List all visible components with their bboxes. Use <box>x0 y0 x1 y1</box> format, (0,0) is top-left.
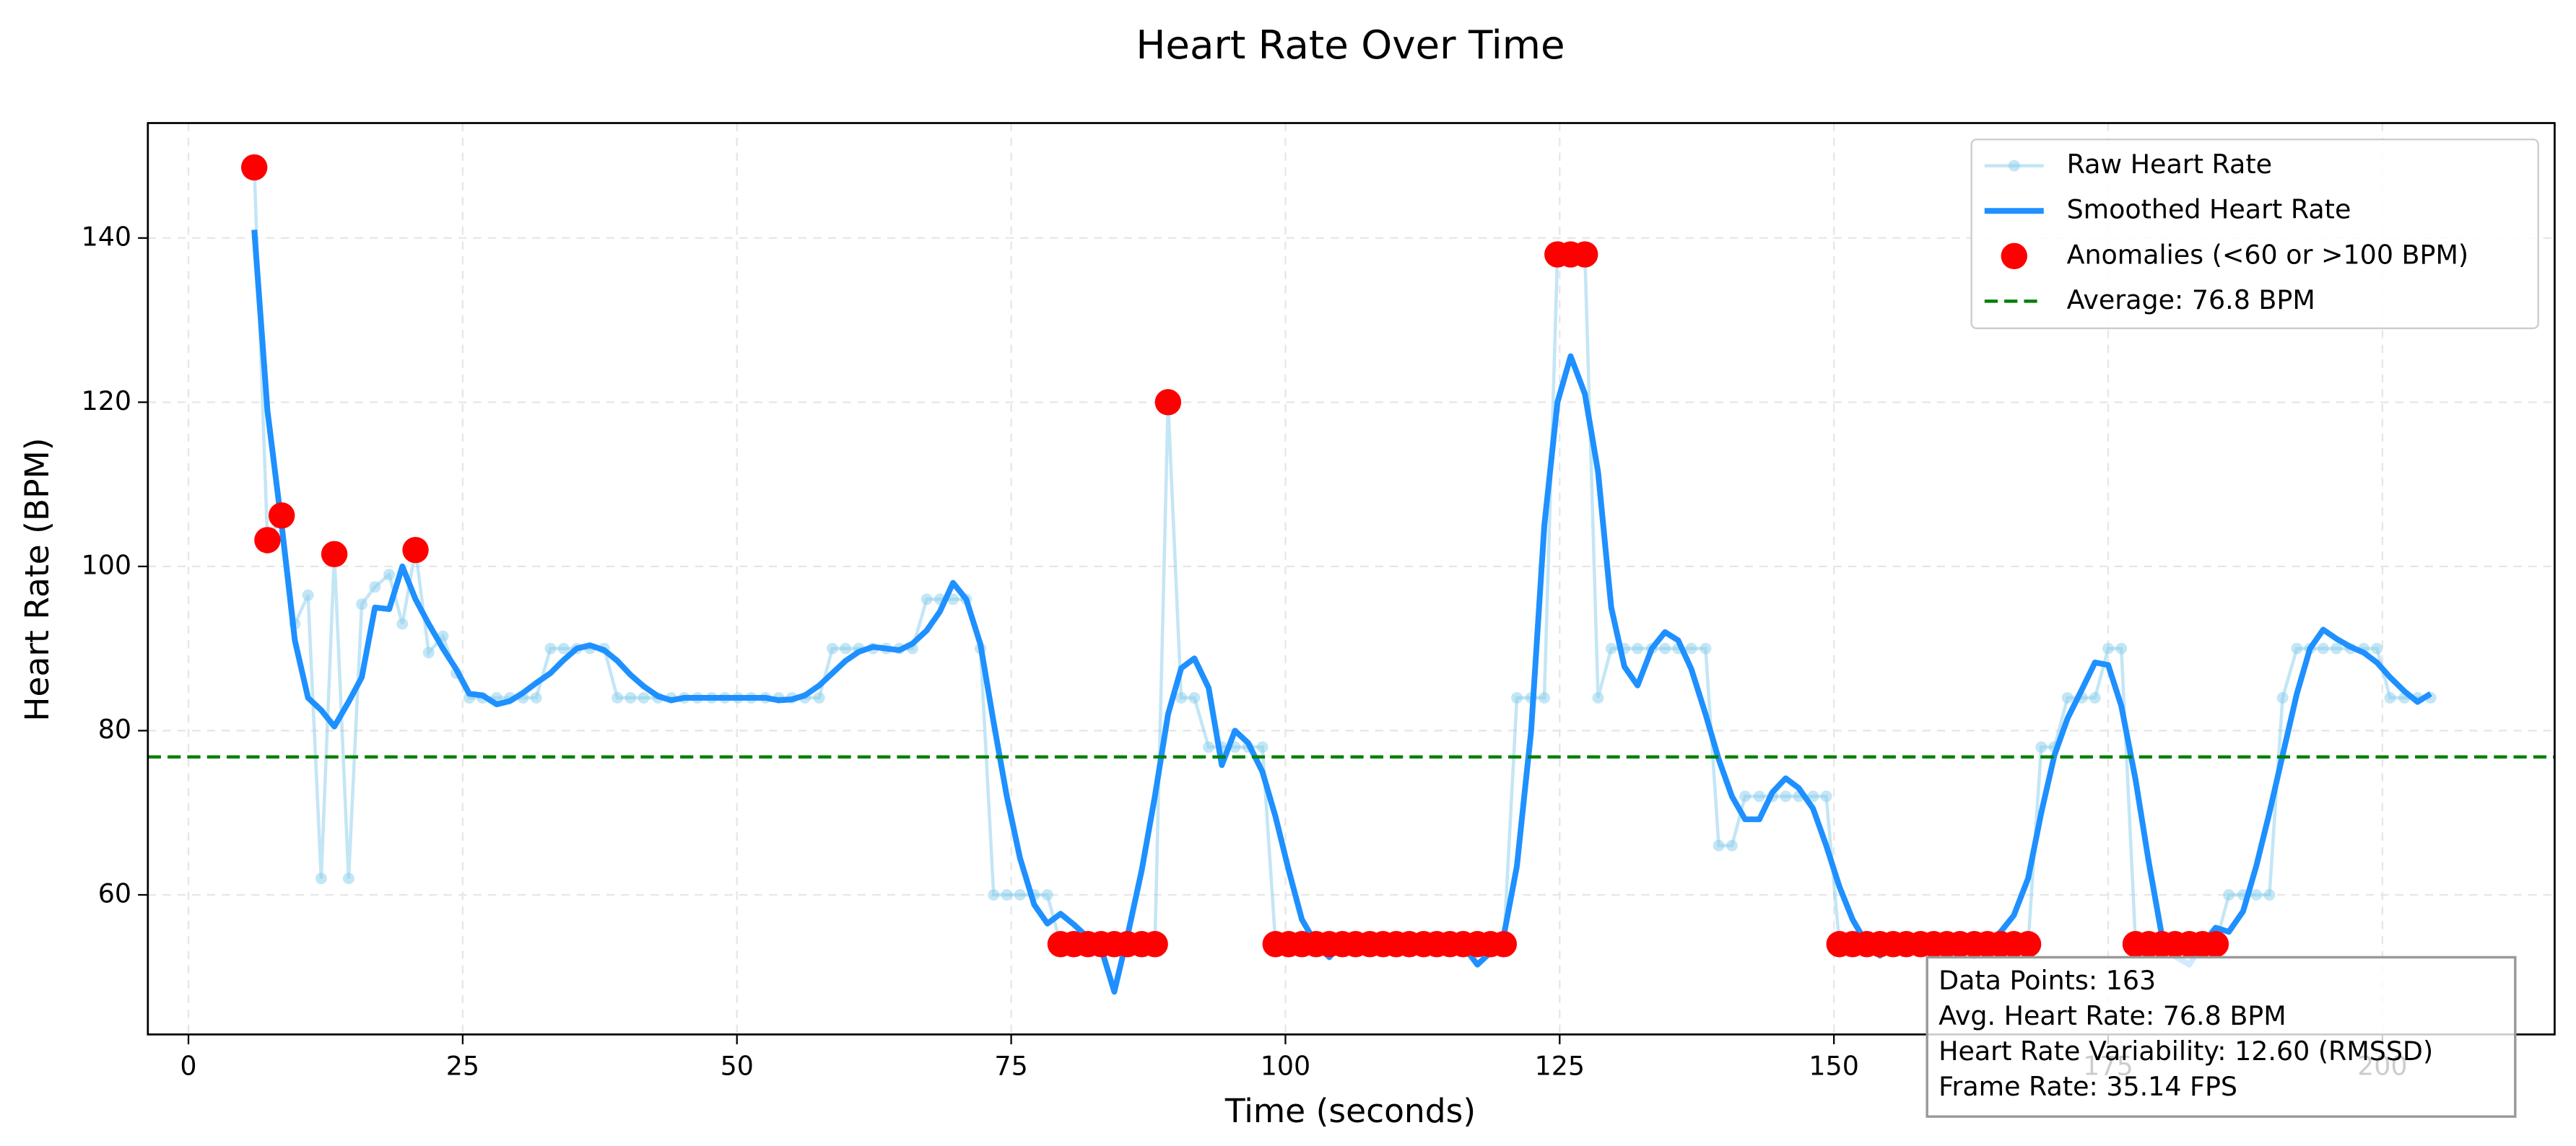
raw-point <box>2061 691 2074 704</box>
raw-point <box>1175 691 1188 704</box>
raw-point <box>2371 642 2383 655</box>
x-tick-label: 150 <box>1809 1050 1858 1081</box>
x-axis-label: Time (seconds) <box>1224 1092 1476 1130</box>
raw-point <box>1041 889 1053 901</box>
raw-point <box>1188 691 1201 704</box>
raw-point <box>612 691 624 704</box>
raw-point <box>557 642 570 655</box>
anomaly-point <box>240 154 268 181</box>
info-box <box>1926 955 2517 1118</box>
legend-label: Smoothed Heart Rate <box>2067 194 2351 225</box>
raw-point <box>422 647 435 659</box>
raw-point <box>947 593 960 605</box>
raw-point <box>2291 642 2303 655</box>
anomaly-point <box>1141 931 1168 958</box>
raw-point <box>1511 691 1523 704</box>
anomaly-point <box>268 502 295 529</box>
plot-frame <box>147 122 2556 1036</box>
raw-point <box>1014 889 1026 901</box>
raw-point <box>1713 839 1725 852</box>
legend-symbol <box>2001 242 2027 270</box>
legend-label: Anomalies (<60 or >100 BPM) <box>2067 239 2469 270</box>
legend-label: Average: 76.8 BPM <box>2067 284 2315 315</box>
raw-point <box>2223 889 2235 901</box>
anomaly-point <box>1572 241 1598 268</box>
legend-symbol <box>2008 159 2020 172</box>
raw-point <box>2089 691 2101 704</box>
raw-point <box>2331 642 2343 655</box>
info-text: Data Points: 163 <box>1938 965 2156 996</box>
raw-point <box>396 618 409 630</box>
legend-box <box>1970 139 2539 330</box>
raw-point <box>315 872 327 885</box>
raw-point <box>1605 642 1617 655</box>
x-tick-label: 75 <box>994 1050 1027 1081</box>
raw-point <box>2035 741 2048 753</box>
raw-point <box>1685 642 1697 655</box>
info-text: Frame Rate: 35.14 FPS <box>1938 1071 2237 1102</box>
raw-point <box>625 691 637 704</box>
raw-point <box>1632 642 1644 655</box>
x-tick-label: 100 <box>1261 1050 1310 1081</box>
raw-point <box>2102 642 2114 655</box>
anomaly-point <box>2014 931 2042 958</box>
raw-point <box>1820 790 1832 802</box>
anomaly-point <box>402 536 429 564</box>
y-axis-label: Heart Rate (BPM) <box>18 437 56 721</box>
raw-point <box>826 642 838 655</box>
info-text: Heart Rate Variability: 12.60 (RMSSD) <box>1938 1036 2433 1067</box>
raw-point <box>1539 691 1550 704</box>
anomaly-point <box>321 541 348 568</box>
raw-point <box>1739 790 1752 802</box>
raw-point <box>2250 889 2263 901</box>
x-tick-label: 125 <box>1535 1050 1585 1081</box>
anomaly-point <box>1490 931 1518 958</box>
raw-point <box>988 889 1000 901</box>
raw-point <box>1780 790 1792 802</box>
raw-point <box>342 872 354 885</box>
raw-point <box>302 589 314 601</box>
y-tick-label: 80 <box>98 714 131 745</box>
raw-point <box>2276 691 2289 704</box>
anomaly-point <box>2202 931 2229 958</box>
raw-point <box>2115 642 2128 655</box>
anomaly-point <box>254 527 281 554</box>
y-tick-label: 100 <box>82 549 131 580</box>
chart-title: Heart Rate Over Time <box>1136 22 1565 68</box>
raw-point <box>1807 790 1819 802</box>
raw-point <box>2263 889 2276 901</box>
raw-point <box>1001 889 1013 901</box>
raw-point <box>356 598 368 611</box>
raw-point <box>530 691 542 704</box>
raw-point <box>1700 642 1712 655</box>
raw-point <box>544 642 557 655</box>
raw-point <box>383 569 396 581</box>
x-tick-label: 25 <box>446 1050 479 1081</box>
info-text: Avg. Heart Rate: 76.8 BPM <box>1938 1000 2286 1031</box>
raw-point <box>813 691 825 704</box>
raw-point <box>1592 691 1604 704</box>
plot-area <box>147 154 2555 995</box>
raw-point <box>840 642 852 655</box>
raw-point <box>1726 839 1738 852</box>
raw-point <box>2317 642 2329 655</box>
raw-point <box>1753 790 1765 802</box>
raw-point <box>2384 691 2396 704</box>
x-tick-label: 0 <box>180 1050 196 1081</box>
raw-point <box>921 593 933 605</box>
raw-point <box>1256 741 1269 753</box>
legend-label: Raw Heart Rate <box>2067 149 2272 180</box>
raw-point <box>1203 741 1215 753</box>
anomaly-point <box>1154 389 1182 416</box>
raw-point <box>369 581 381 593</box>
x-tick-label: 50 <box>721 1050 754 1081</box>
y-tick-label: 120 <box>82 385 131 416</box>
y-tick-label: 60 <box>98 878 131 909</box>
raw-point <box>1659 642 1671 655</box>
raw-point <box>638 691 650 704</box>
y-tick-label: 140 <box>82 221 131 252</box>
